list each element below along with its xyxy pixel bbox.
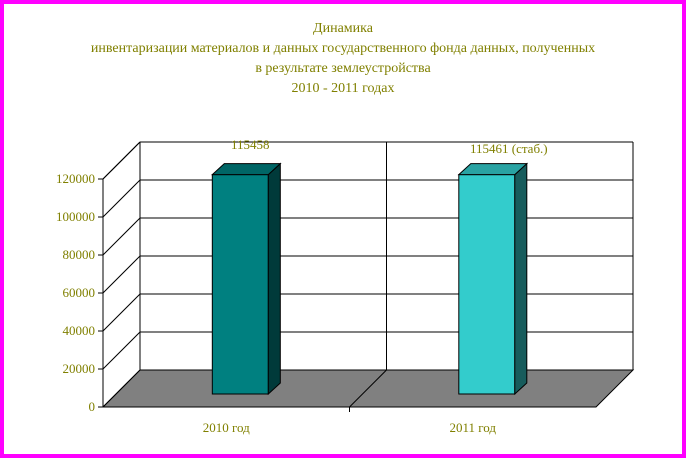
y-tick-label: 60000	[63, 285, 96, 300]
y-tick-label: 40000	[63, 323, 96, 338]
title-line-4: 2010 - 2011 годах	[291, 81, 395, 96]
side-wall-top-edge	[102, 141, 141, 180]
title-line-3: в результате землеустройства	[255, 61, 431, 76]
floor-category-divider	[349, 369, 387, 408]
y-tick-label: 120000	[56, 171, 95, 186]
side-gridline	[102, 331, 141, 370]
chart-title: Динамика инвентаризации материалов и дан…	[0, 19, 686, 99]
y-tick-label: 0	[89, 399, 96, 414]
x-category-label: 2011 год	[449, 420, 496, 435]
data-label: 115461 (стаб.)	[470, 141, 548, 156]
y-tick-label: 20000	[63, 361, 96, 376]
bar-top	[457, 163, 529, 176]
x-category-label: 2010 год	[203, 420, 250, 435]
bar-front	[211, 174, 269, 395]
bar-front	[458, 174, 516, 395]
side-gridline	[102, 369, 141, 408]
bar-top	[211, 163, 282, 176]
data-label: 115458	[231, 137, 270, 152]
title-line-1: Динамика	[313, 21, 373, 36]
side-gridline	[102, 179, 141, 218]
bar-side	[514, 162, 528, 396]
y-tick-label: 80000	[63, 247, 96, 262]
side-gridline	[102, 293, 141, 332]
bar-side	[267, 162, 281, 396]
y-tick-label: 100000	[56, 209, 95, 224]
side-gridline	[102, 217, 141, 256]
title-line-2: инвентаризации материалов и данных госуд…	[90, 41, 596, 56]
side-gridline	[102, 255, 141, 294]
